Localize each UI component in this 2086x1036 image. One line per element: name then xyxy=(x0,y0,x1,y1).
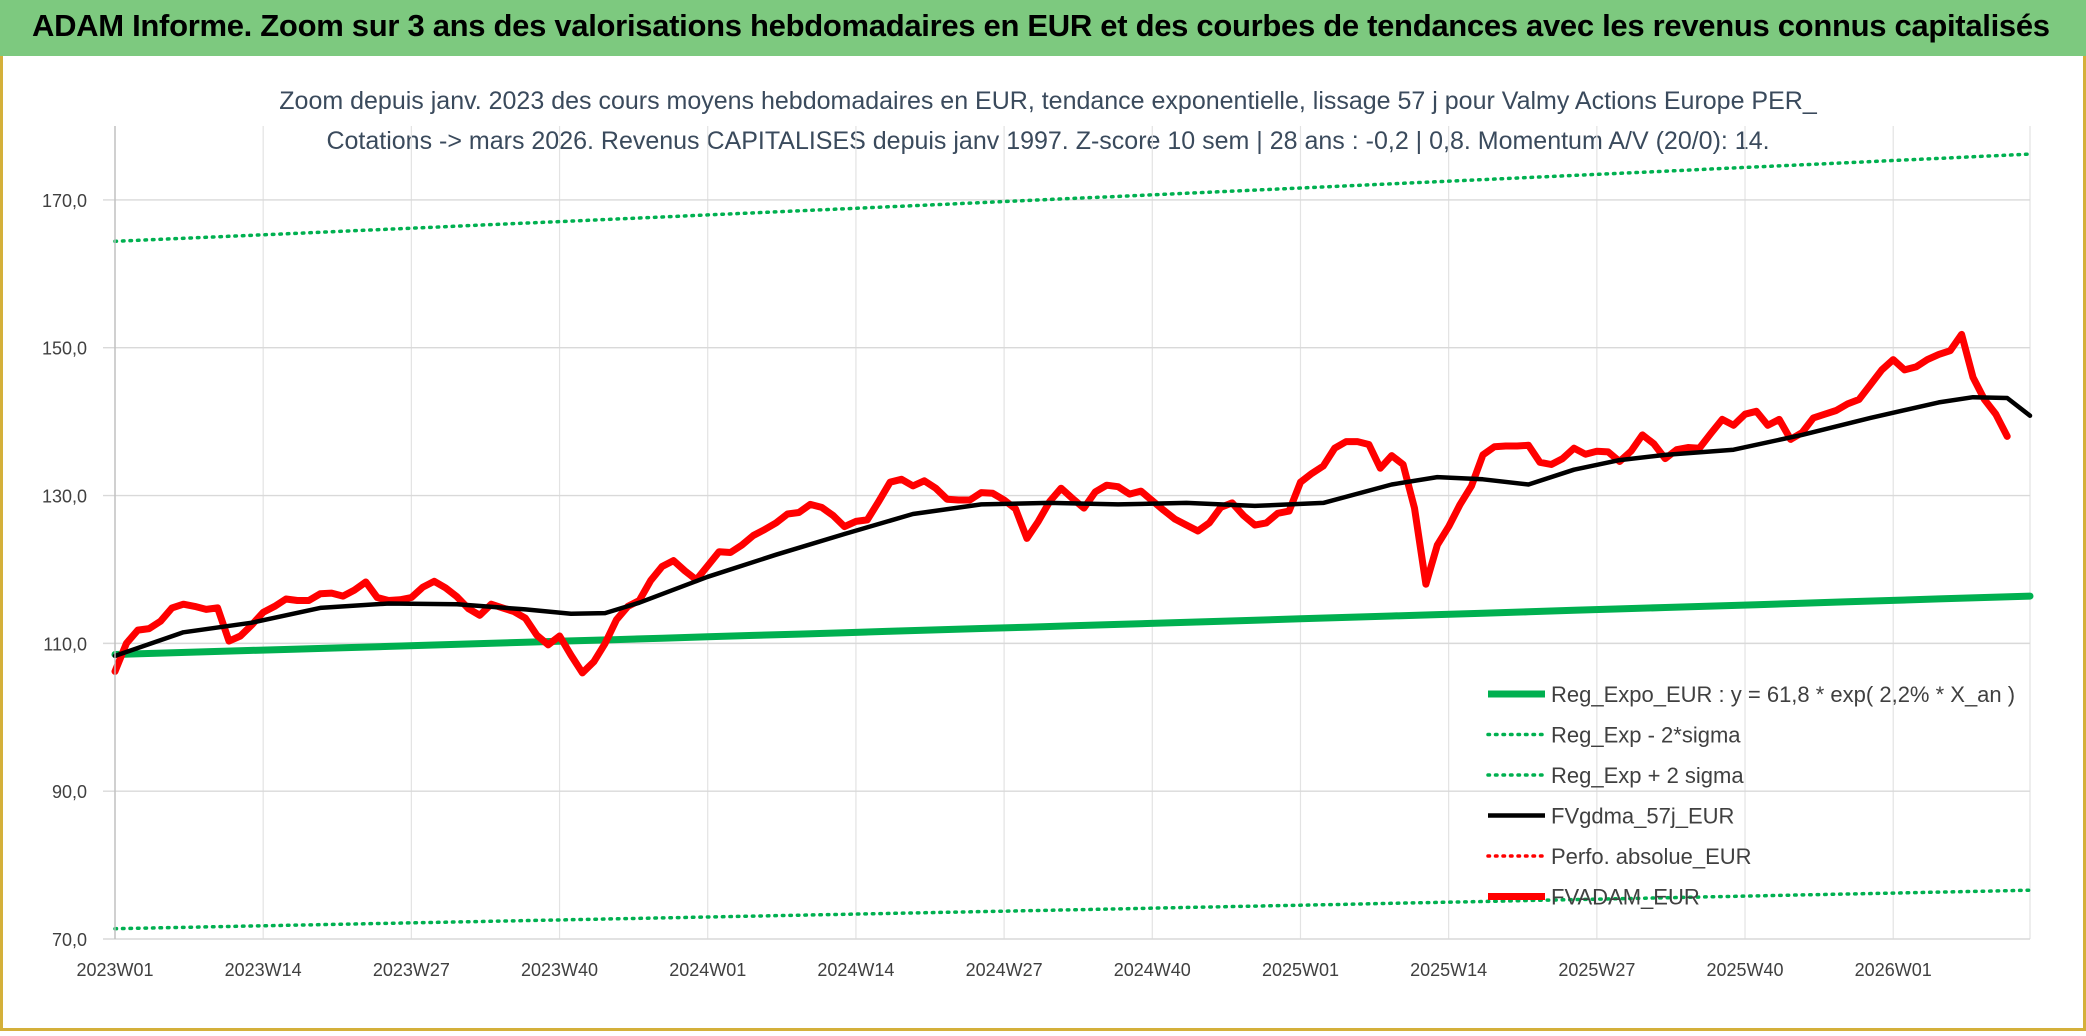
x-tick-label: 2024W27 xyxy=(966,960,1043,980)
series-layer xyxy=(111,152,2034,931)
series-line-reg-expo-eur xyxy=(111,592,2034,658)
x-tick-label: 2024W40 xyxy=(1114,960,1191,980)
chart-legend: Reg_Expo_EUR : y = 61,8 * exp( 2,2% * X_… xyxy=(1486,682,2015,910)
y-tick-label: 110,0 xyxy=(43,634,87,654)
x-tick-label: 2023W27 xyxy=(373,960,450,980)
y-tick-label: 90,0 xyxy=(52,782,87,802)
y-tick-label: 150,0 xyxy=(42,339,87,359)
series-line-fvgdma-57j-eur xyxy=(112,394,2033,659)
x-tick-label: 2024W14 xyxy=(817,960,894,980)
x-tick-label: 2025W27 xyxy=(1558,960,1635,980)
y-tick-label: 130,0 xyxy=(42,487,87,507)
legend-label: Reg_Exp - 2*sigma xyxy=(1551,723,1741,748)
x-tick-label: 2025W01 xyxy=(1262,960,1339,980)
legend-label: Reg_Exp + 2 sigma xyxy=(1551,763,1744,788)
report-title: ADAM Informe. Zoom sur 3 ans des valoris… xyxy=(32,8,2050,43)
x-tick-label: 2026W01 xyxy=(1855,960,1932,980)
x-tick-label: 2023W40 xyxy=(521,960,598,980)
chart-axes: 2023W01 2023W14 2023W27 2023W40 2024W01 2024W… xyxy=(42,126,1932,980)
chart-area: Zoom depuis janv. 2023 des cours moyens … xyxy=(0,56,2086,1031)
y-tick-label: 170,0 xyxy=(42,191,87,211)
legend-label: FVADAM_EUR xyxy=(1551,885,1700,910)
x-tick-label: 2025W40 xyxy=(1706,960,1783,980)
chart-title-line-1: Zoom depuis janv. 2023 des cours moyens … xyxy=(279,87,1818,115)
x-tick-label: 2023W01 xyxy=(76,960,153,980)
x-tick-label: 2024W01 xyxy=(669,960,746,980)
x-tick-label: 2023W14 xyxy=(225,960,302,980)
series-line-reg-exp xyxy=(113,152,2032,244)
line-chart: Zoom depuis janv. 2023 des cours moyens … xyxy=(42,87,2034,980)
legend-label: Perfo. absolue_EUR xyxy=(1551,844,1752,869)
y-tick-label: 70,0 xyxy=(52,930,87,950)
chart-title-line-2: Cotations -> mars 2026. Revenus CAPITALI… xyxy=(326,127,1769,155)
chart-grid xyxy=(103,126,2031,940)
x-tick-label: 2025W14 xyxy=(1410,960,1487,980)
series-line-reg-exp xyxy=(113,888,2032,931)
legend-label: Reg_Expo_EUR : y = 61,8 * exp( 2,2% * X_… xyxy=(1551,682,2015,707)
header-bar: ADAM Informe. Zoom sur 3 ans des valoris… xyxy=(0,0,2086,56)
series-line-fvadam-eur xyxy=(111,330,2011,677)
legend-label: FVgdma_57j_EUR xyxy=(1551,804,1734,829)
